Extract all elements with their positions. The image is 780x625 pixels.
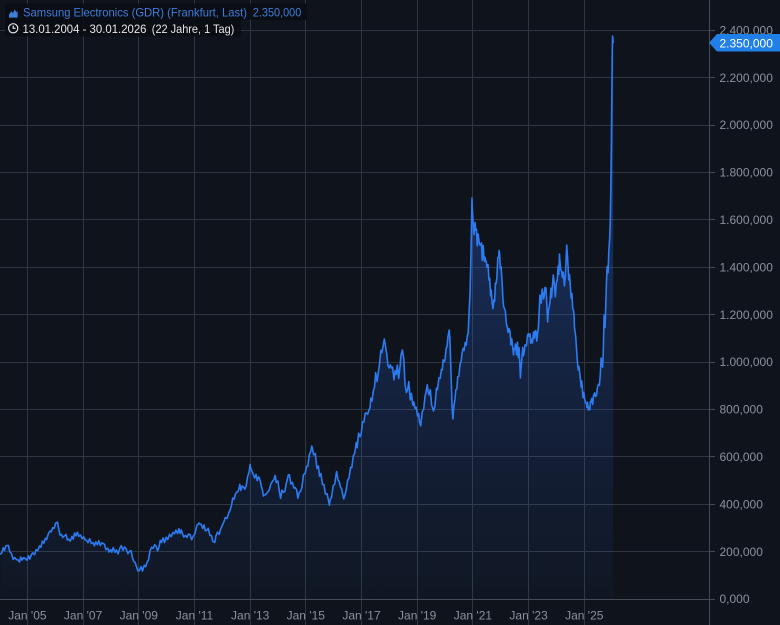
svg-text:1.400,000: 1.400,000 <box>720 260 774 274</box>
svg-text:2.400,000: 2.400,000 <box>720 23 774 37</box>
svg-text:Jan '13: Jan '13 <box>231 609 270 623</box>
svg-text:2.350,000: 2.350,000 <box>253 5 302 19</box>
svg-text:2.200,000: 2.200,000 <box>720 71 774 85</box>
svg-text:2.000,000: 2.000,000 <box>720 118 774 132</box>
svg-text:Jan '05: Jan '05 <box>8 609 47 623</box>
svg-text:Jan '17: Jan '17 <box>342 609 381 623</box>
svg-text:13.01.2004 - 30.01.2026: 13.01.2004 - 30.01.2026 <box>23 22 147 36</box>
svg-text:Jan '19: Jan '19 <box>398 609 437 623</box>
svg-text:Jan '23: Jan '23 <box>509 609 548 623</box>
svg-text:600,000: 600,000 <box>720 450 764 464</box>
svg-text:400,000: 400,000 <box>720 497 764 511</box>
svg-text:Jan '21: Jan '21 <box>454 609 493 623</box>
svg-text:(22 Jahre, 1 Tag): (22 Jahre, 1 Tag) <box>152 22 235 36</box>
svg-text:Samsung Electronics (GDR) (Fra: Samsung Electronics (GDR) (Frankfurt, La… <box>23 5 247 19</box>
svg-text:Jan '07: Jan '07 <box>64 609 103 623</box>
svg-text:1.200,000: 1.200,000 <box>720 308 774 322</box>
svg-text:0,000: 0,000 <box>720 592 750 606</box>
svg-text:2.350,000: 2.350,000 <box>720 36 774 50</box>
svg-text:1.600,000: 1.600,000 <box>720 213 774 227</box>
svg-text:Jan '15: Jan '15 <box>287 609 326 623</box>
svg-text:Jan '09: Jan '09 <box>120 609 159 623</box>
svg-text:1.800,000: 1.800,000 <box>720 166 774 180</box>
svg-text:1.000,000: 1.000,000 <box>720 355 774 369</box>
svg-text:200,000: 200,000 <box>720 545 764 559</box>
svg-text:800,000: 800,000 <box>720 403 764 417</box>
svg-text:Jan '25: Jan '25 <box>565 609 604 623</box>
svg-text:Jan '11: Jan '11 <box>176 609 214 623</box>
